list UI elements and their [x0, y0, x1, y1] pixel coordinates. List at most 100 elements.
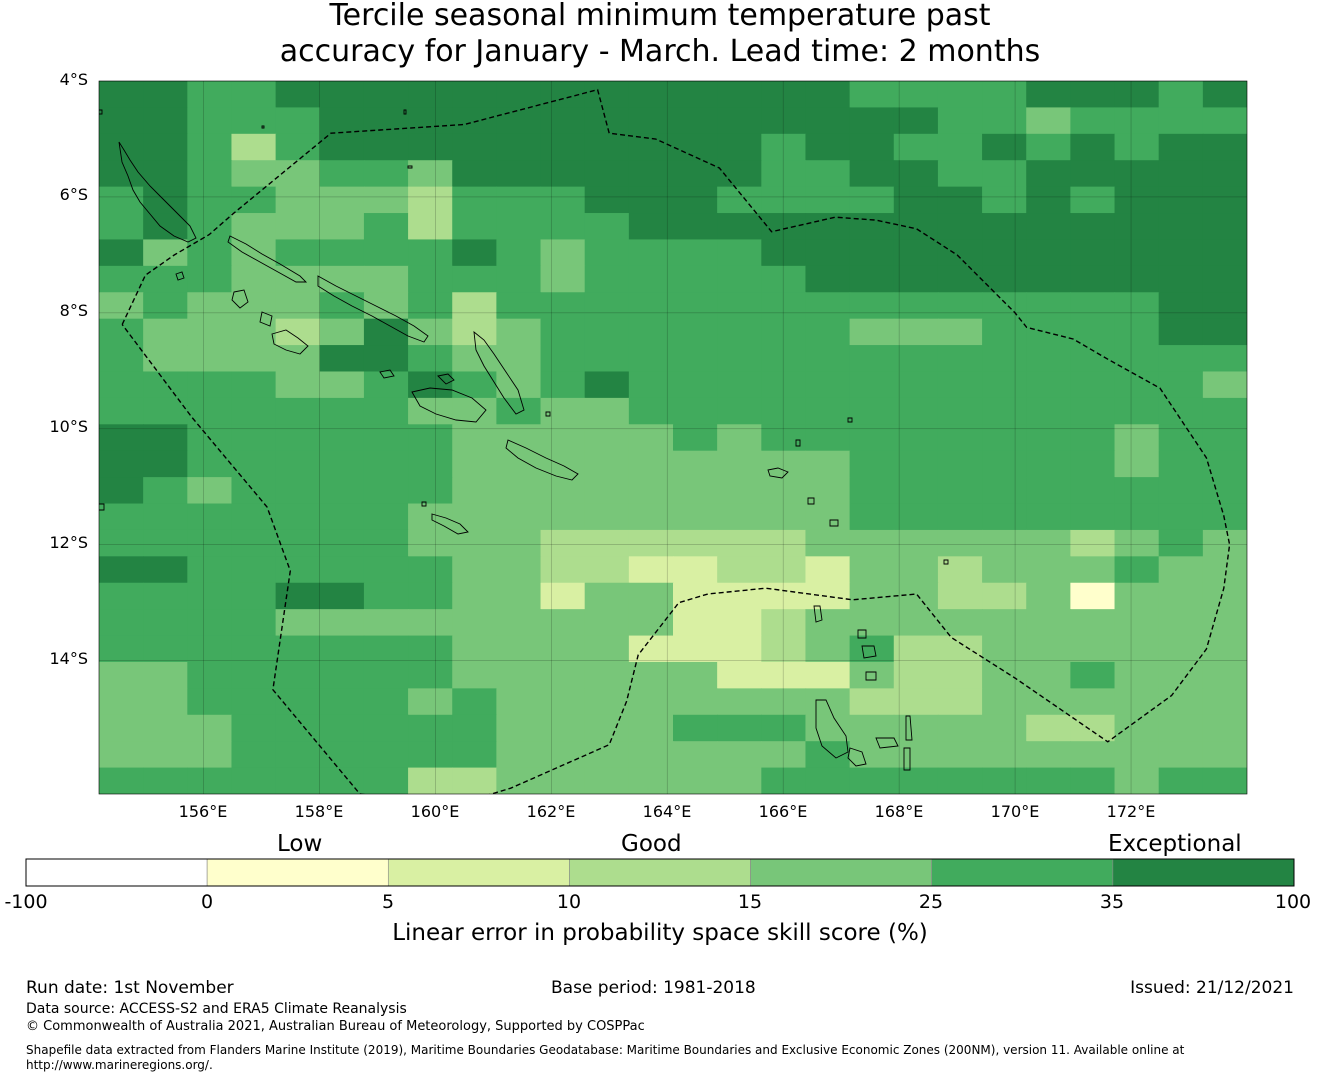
colorbar-segment — [931, 858, 1114, 887]
grid-cell — [452, 133, 497, 161]
grid-cell — [452, 160, 497, 188]
grid-cell — [452, 424, 497, 452]
grid-cell — [231, 318, 277, 346]
grid-cell — [805, 239, 851, 267]
grid-cell — [319, 635, 365, 663]
grid-cell — [1114, 450, 1160, 478]
grid-cell — [363, 424, 409, 452]
grid-cell — [628, 239, 674, 267]
grid-cell — [1202, 265, 1247, 293]
grid-cell — [99, 160, 144, 188]
grid-cell — [143, 582, 188, 610]
chart-title-line-2: accuracy for January - March. Lead time:… — [279, 34, 1041, 69]
grid-cell — [1202, 529, 1247, 557]
grid-cell — [319, 609, 365, 637]
grid-cell — [231, 213, 277, 241]
grid-cell — [1202, 477, 1247, 505]
grid-cell — [496, 714, 542, 742]
grid-cell — [143, 318, 188, 346]
grid-cell — [937, 529, 983, 557]
grid-cell — [982, 767, 1027, 794]
grid-cell — [540, 133, 586, 161]
grid-cell — [275, 529, 321, 557]
island-santa-cruz — [767, 467, 789, 479]
grid-cell — [673, 292, 718, 320]
grid-cell — [584, 661, 630, 689]
grid-cell — [187, 239, 233, 267]
grid-cell — [1026, 477, 1071, 505]
lat-label-14s: 14°S — [49, 649, 88, 668]
grid-cell — [363, 477, 409, 505]
grid-cell — [849, 107, 895, 135]
grid-cell — [540, 424, 586, 452]
grid-cell — [408, 503, 453, 531]
grid-cell — [540, 450, 586, 478]
grid-cell — [99, 186, 144, 214]
grid-cell — [1026, 186, 1071, 214]
island-tiny-5 — [99, 503, 105, 511]
grid-cell — [187, 371, 233, 399]
grid-cell — [275, 213, 321, 241]
colorbar-segment — [569, 858, 751, 887]
grid-cell — [893, 661, 939, 689]
grid-cell — [893, 318, 939, 346]
grid-cell — [496, 345, 542, 373]
grid-cell — [231, 741, 277, 769]
grid-cell — [187, 265, 233, 293]
grid-cell — [1202, 81, 1247, 109]
grid-cell — [628, 503, 674, 531]
grid-cell — [540, 213, 586, 241]
grid-cell — [849, 424, 895, 452]
grid-cell — [231, 556, 277, 584]
grid-cell — [1202, 107, 1247, 135]
grid-cell — [1026, 582, 1071, 610]
grid-cell — [1114, 81, 1160, 109]
grid-cell — [982, 503, 1027, 531]
lon-label-156e: 156°E — [178, 802, 228, 821]
grid-cell — [143, 371, 188, 399]
grid-cell — [187, 81, 233, 109]
grid-cell — [231, 714, 277, 742]
grid-cell — [937, 767, 983, 794]
grid-cell — [99, 477, 144, 505]
grid-cell — [1158, 397, 1204, 425]
grid-cell — [982, 186, 1027, 214]
grid-cell — [1158, 318, 1204, 346]
grid-cell — [231, 661, 277, 689]
grid-cell — [231, 529, 277, 557]
grid-cell — [717, 133, 762, 161]
island-bougainville — [118, 141, 197, 243]
grid-cell — [673, 556, 718, 584]
grid-cell — [717, 450, 762, 478]
grid-cell — [1114, 529, 1160, 557]
grid-cell — [99, 635, 144, 663]
grid-cell — [452, 107, 497, 135]
colorbar-segment — [750, 858, 933, 887]
grid-cell — [231, 609, 277, 637]
colorbar-segment — [25, 858, 208, 887]
grid-cell — [496, 397, 542, 425]
grid-cell — [849, 477, 895, 505]
run-date: Run date: 1st November — [26, 978, 234, 998]
grid-cell — [761, 107, 807, 135]
grid-cell — [1026, 609, 1071, 637]
lat-label-12s: 12°S — [49, 533, 88, 552]
grid-cell — [187, 133, 233, 161]
grid-cell — [805, 477, 851, 505]
grid-cell — [143, 503, 188, 531]
grid-cell — [1114, 213, 1160, 241]
tick-label-minus-100: -100 — [4, 891, 48, 913]
grid-cell — [849, 81, 895, 109]
data-source: Data source: ACCESS-S2 and ERA5 Climate … — [26, 1001, 407, 1017]
lat-label-10s: 10°S — [49, 417, 88, 436]
grid-cell — [1114, 239, 1160, 267]
grid-cell — [408, 609, 453, 637]
grid-cell — [452, 767, 497, 794]
grid-cell — [275, 318, 321, 346]
grid-cell — [275, 265, 321, 293]
grid-cell — [1202, 741, 1247, 769]
grid-cell — [540, 292, 586, 320]
grid-cell — [761, 397, 807, 425]
grid-cell — [673, 661, 718, 689]
grid-cell — [761, 556, 807, 584]
